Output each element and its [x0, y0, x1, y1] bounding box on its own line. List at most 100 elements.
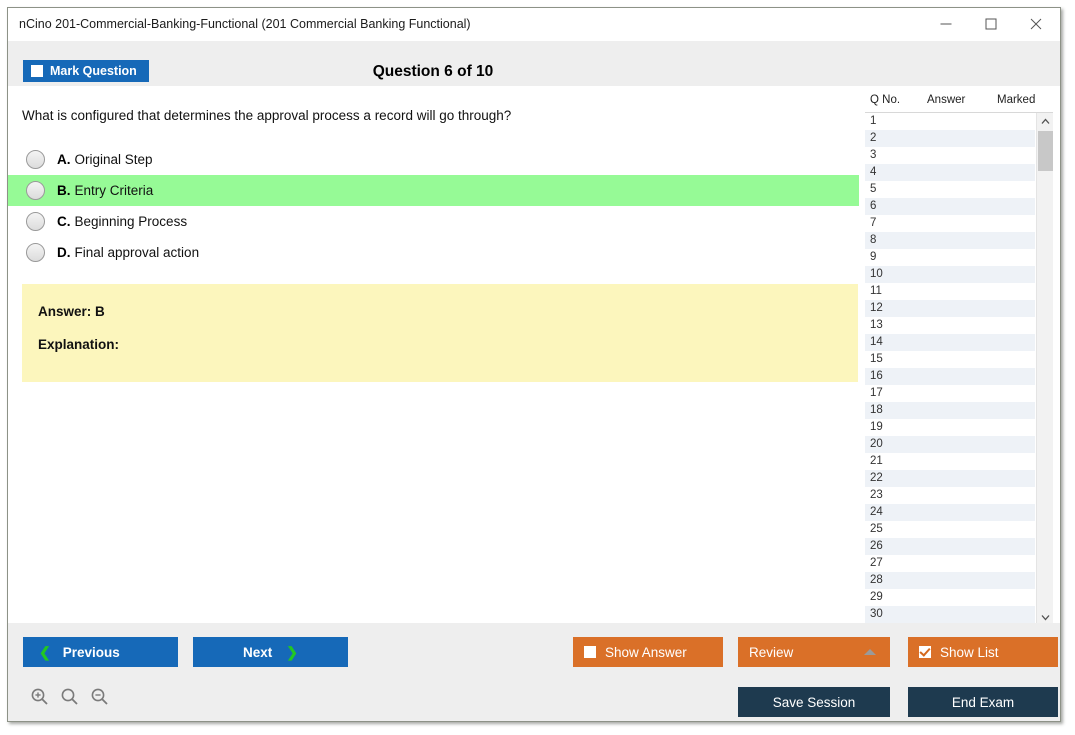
chevron-right-icon: ❯: [286, 643, 298, 660]
option-radio[interactable]: [26, 150, 45, 169]
question-list-row[interactable]: 13: [865, 317, 1035, 334]
question-list-row[interactable]: 28: [865, 572, 1035, 589]
mark-question-checkbox[interactable]: [31, 65, 43, 77]
end-exam-label: End Exam: [951, 694, 1015, 710]
option-text: Original Step: [74, 152, 153, 167]
chevron-left-icon: ❮: [39, 643, 51, 660]
question-list-row[interactable]: 18: [865, 402, 1035, 419]
column-header-marked: Marked: [997, 94, 1036, 106]
show-answer-button[interactable]: Show Answer: [573, 637, 723, 667]
scroll-down-button[interactable]: [1037, 609, 1054, 626]
caret-up-icon: [864, 649, 876, 655]
minimize-icon: [940, 23, 951, 24]
mark-question-button[interactable]: Mark Question: [23, 60, 149, 82]
option-text: Beginning Process: [74, 214, 188, 229]
question-list-row[interactable]: 15: [865, 351, 1035, 368]
question-list-row[interactable]: 11: [865, 283, 1035, 300]
close-button[interactable]: [1013, 8, 1058, 39]
question-list-row[interactable]: 9: [865, 249, 1035, 266]
question-list-panel: Q No. Answer Marked 1 2 3 4 5 6 7 8 9 10 11 12 13 14 1…: [865, 90, 1053, 627]
question-list-row[interactable]: 8: [865, 232, 1035, 249]
zoom-controls: [30, 687, 109, 706]
next-button[interactable]: Next ❯: [193, 637, 348, 667]
question-list-row[interactable]: 20: [865, 436, 1035, 453]
option-row[interactable]: A. Original Step: [8, 144, 859, 175]
option-letter: C.: [57, 214, 71, 229]
question-list-row[interactable]: 29: [865, 589, 1035, 606]
question-list-row[interactable]: 25: [865, 521, 1035, 538]
window-title: nCino 201-Commercial-Banking-Functional …: [19, 17, 471, 31]
scroll-up-button[interactable]: [1037, 113, 1054, 130]
question-list-scrollbar[interactable]: [1036, 113, 1053, 626]
question-list-row[interactable]: 3: [865, 147, 1035, 164]
show-list-label: Show List: [940, 644, 999, 660]
question-list-row[interactable]: 24: [865, 504, 1035, 521]
zoom-reset-icon[interactable]: [60, 687, 79, 706]
option-row[interactable]: C. Beginning Process: [8, 206, 859, 237]
question-list-row[interactable]: 17: [865, 385, 1035, 402]
option-letter: A.: [57, 152, 71, 167]
previous-button[interactable]: ❮ Previous: [23, 637, 178, 667]
previous-label: Previous: [62, 644, 120, 660]
review-dropdown[interactable]: Review: [738, 637, 890, 667]
option-radio[interactable]: [26, 181, 45, 200]
column-header-qno: Q No.: [870, 94, 901, 106]
question-list-row[interactable]: 30: [865, 606, 1035, 623]
maximize-button[interactable]: [968, 8, 1013, 39]
next-label: Next: [243, 644, 273, 660]
zoom-out-icon[interactable]: [90, 687, 109, 706]
chevron-up-icon: [1041, 118, 1050, 124]
question-list-header: Q No. Answer Marked: [865, 90, 1053, 113]
answer-label: Answer: B: [38, 304, 105, 319]
question-list-row[interactable]: 12: [865, 300, 1035, 317]
show-list-checkbox[interactable]: [919, 646, 931, 658]
option-letter: D.: [57, 245, 71, 260]
minimize-button[interactable]: [923, 8, 968, 39]
chevron-down-icon: [1041, 615, 1050, 621]
show-list-button[interactable]: Show List: [908, 637, 1058, 667]
header-toolbar: Mark Question Question 6 of 10: [8, 41, 1060, 86]
question-list-body[interactable]: 1 2 3 4 5 6 7 8 9 10 11 12 13 14 15 16 17 18 19 20 21 22 23 24 2…: [865, 113, 1035, 626]
column-header-answer: Answer: [927, 94, 966, 106]
question-list-row[interactable]: 10: [865, 266, 1035, 283]
question-content-area: What is configured that determines the a…: [8, 86, 859, 623]
question-list-row[interactable]: 19: [865, 419, 1035, 436]
question-list-row[interactable]: 16: [865, 368, 1035, 385]
question-list-row[interactable]: 7: [865, 215, 1035, 232]
option-radio[interactable]: [26, 243, 45, 262]
review-label: Review: [749, 644, 794, 660]
option-radio[interactable]: [26, 212, 45, 231]
option-letter: B.: [57, 183, 71, 198]
answer-explanation-panel: Answer: B Explanation:: [22, 284, 858, 382]
scrollbar-thumb[interactable]: [1038, 131, 1053, 171]
question-list-row[interactable]: 27: [865, 555, 1035, 572]
mark-question-label: Mark Question: [50, 64, 137, 78]
save-session-button[interactable]: Save Session: [738, 687, 890, 717]
show-answer-label: Show Answer: [605, 644, 687, 660]
close-icon: [1030, 18, 1041, 29]
explanation-label: Explanation:: [38, 337, 120, 352]
question-text: What is configured that determines the a…: [22, 108, 512, 123]
question-list-row[interactable]: 23: [865, 487, 1035, 504]
question-list-row[interactable]: 1: [865, 113, 1035, 130]
maximize-icon: [985, 18, 996, 29]
question-list-row[interactable]: 5: [865, 181, 1035, 198]
question-list-row[interactable]: 4: [865, 164, 1035, 181]
zoom-in-icon[interactable]: [30, 687, 49, 706]
footer-toolbar: ❮ Previous Next ❯ Show Answer Review Sho…: [8, 623, 1060, 721]
end-exam-button[interactable]: End Exam: [908, 687, 1058, 717]
question-list-row[interactable]: 2: [865, 130, 1035, 147]
question-list-row[interactable]: 6: [865, 198, 1035, 215]
show-answer-checkbox[interactable]: [584, 646, 596, 658]
question-list-row[interactable]: 22: [865, 470, 1035, 487]
exam-window: nCino 201-Commercial-Banking-Functional …: [7, 7, 1061, 722]
option-row[interactable]: D. Final approval action: [8, 237, 859, 268]
question-list-row[interactable]: 14: [865, 334, 1035, 351]
window-titlebar: nCino 201-Commercial-Banking-Functional …: [8, 8, 1060, 41]
save-session-label: Save Session: [772, 694, 856, 710]
options-list: A. Original Step B. Entry Criteria C. Beginni…: [8, 144, 859, 268]
question-list-row[interactable]: 21: [865, 453, 1035, 470]
question-list-row[interactable]: 26: [865, 538, 1035, 555]
option-row[interactable]: B. Entry Criteria: [8, 175, 859, 206]
